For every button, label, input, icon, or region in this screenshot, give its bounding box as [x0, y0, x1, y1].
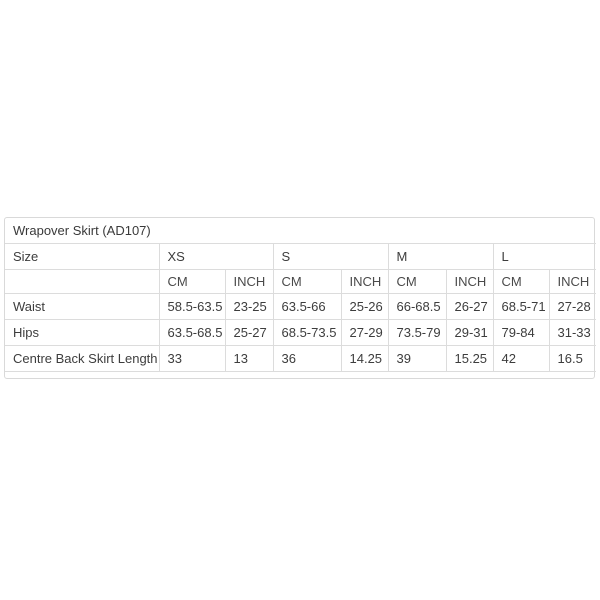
measurement-cell: 36 [272, 345, 342, 372]
measurement-cell: 25-27 [224, 319, 274, 346]
unit-col-header-inch: INCH [340, 269, 389, 294]
size-col-header-s: S [272, 243, 389, 270]
measurement-cell: 33 [158, 345, 226, 372]
measurement-cell: 63.5-66 [272, 293, 342, 320]
table-row-hips: Hips 63.5-68.5 25-27 68.5-73.5 27-29 73.… [5, 319, 597, 346]
measurement-cell: 68.5-73.5 [272, 319, 342, 346]
unit-col-header-cm: CM [272, 269, 342, 294]
unit-col-header-cm: CM [158, 269, 226, 294]
measurement-cell: 79-84 [492, 319, 550, 346]
measurement-cell: 14.25 [340, 345, 389, 372]
measurement-cell: 16.5 [548, 345, 597, 372]
measurement-cell: 27-28 [548, 293, 597, 320]
measurement-cell: 29-31 [445, 319, 494, 346]
row-label: Waist [5, 293, 160, 320]
measurement-cell: 23-25 [224, 293, 274, 320]
measurement-cell: 73.5-79 [387, 319, 447, 346]
size-col-header-l: L [492, 243, 597, 270]
measurement-cell: 31-33 [548, 319, 597, 346]
units-row-empty-cell [5, 269, 160, 294]
table-title-row: Wrapover Skirt (AD107) [5, 218, 597, 244]
size-chart-container: Wrapover Skirt (AD107) Size XS S M L CM … [4, 217, 597, 379]
measurement-cell: 26-27 [445, 293, 494, 320]
row-label: Hips [5, 319, 160, 346]
size-col-header-m: M [387, 243, 494, 270]
measurement-cell: 25-26 [340, 293, 389, 320]
unit-col-header-cm: CM [387, 269, 447, 294]
measurement-cell: 13 [224, 345, 274, 372]
size-chart-table: Wrapover Skirt (AD107) Size XS S M L CM … [5, 218, 597, 372]
measurement-cell: 27-29 [340, 319, 389, 346]
row-label: Centre Back Skirt Length [5, 345, 160, 372]
size-row-label: Size [5, 243, 160, 270]
unit-col-header-inch: INCH [224, 269, 274, 294]
measurement-cell: 15.25 [445, 345, 494, 372]
units-header-row: CM INCH CM INCH CM INCH CM INCH [5, 269, 597, 294]
unit-col-header-inch: INCH [548, 269, 597, 294]
measurement-cell: 39 [387, 345, 447, 372]
measurement-cell: 63.5-68.5 [158, 319, 226, 346]
measurement-cell: 68.5-71 [492, 293, 550, 320]
measurement-cell: 42 [492, 345, 550, 372]
size-col-header-xs: XS [158, 243, 274, 270]
size-chart-title: Wrapover Skirt (AD107) [5, 218, 597, 244]
measurement-cell: 58.5-63.5 [158, 293, 226, 320]
unit-col-header-inch: INCH [445, 269, 494, 294]
unit-col-header-cm: CM [492, 269, 550, 294]
size-header-row: Size XS S M L [5, 243, 597, 270]
table-row-waist: Waist 58.5-63.5 23-25 63.5-66 25-26 66-6… [5, 293, 597, 320]
measurement-cell: 66-68.5 [387, 293, 447, 320]
table-row-centre-back-skirt-length: Centre Back Skirt Length 33 13 36 14.25 … [5, 345, 597, 372]
